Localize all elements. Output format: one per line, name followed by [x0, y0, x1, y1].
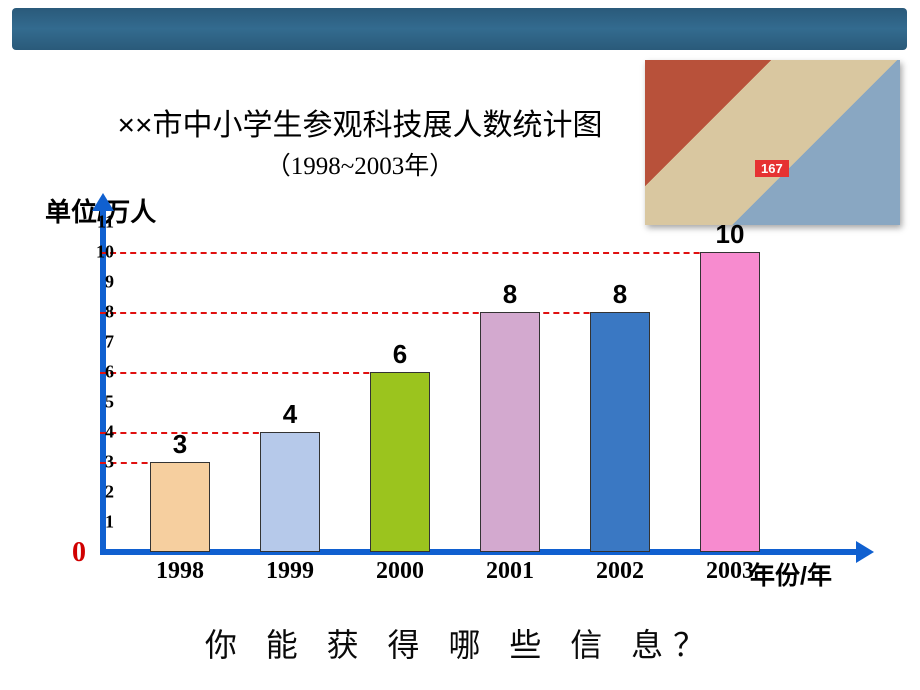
bar [480, 312, 540, 552]
x-axis-label: 年份/年 [750, 556, 832, 592]
header-bar [12, 8, 907, 50]
bar [590, 312, 650, 552]
bar [370, 372, 430, 552]
grid-line [100, 312, 650, 314]
bar-value-label: 8 [590, 279, 650, 312]
y-tick: 1 [64, 512, 114, 533]
chart-subtitle: （1998~2003年） [80, 146, 640, 182]
y-tick: 9 [64, 272, 114, 293]
plot-area: 3468810 0 [100, 222, 840, 552]
bar-value-label: 8 [480, 279, 540, 312]
y-tick: 10 [64, 242, 114, 263]
y-tick: 3 [64, 452, 114, 473]
chart-title-block: ××市中小学生参观科技展人数统计图 （1998~2003年） [80, 100, 640, 182]
x-category-label: 2001 [460, 558, 560, 585]
y-tick: 6 [64, 362, 114, 383]
question-text: 你 能 获 得 哪 些 信 息？ [0, 620, 920, 666]
x-category-label: 1999 [240, 558, 340, 585]
bar [260, 432, 320, 552]
bar-value-label: 10 [700, 219, 760, 252]
y-tick: 2 [64, 482, 114, 503]
bar-value-label: 3 [150, 429, 210, 462]
y-tick: 11 [64, 212, 114, 233]
bar-value-label: 4 [260, 399, 320, 432]
x-category-label: 2000 [350, 558, 450, 585]
corner-photo [645, 60, 900, 225]
y-tick: 5 [64, 392, 114, 413]
y-tick: 4 [64, 422, 114, 443]
bar [150, 462, 210, 552]
x-category-label: 2002 [570, 558, 670, 585]
bar [700, 252, 760, 552]
chart-title: ××市中小学生参观科技展人数统计图 [80, 100, 640, 144]
bar-chart: 3468810 0 1234567891011 1998199920002001… [90, 222, 860, 582]
x-category-label: 1998 [130, 558, 230, 585]
origin-label: 0 [72, 537, 86, 569]
y-tick: 8 [64, 302, 114, 323]
grid-line [100, 252, 760, 254]
y-tick: 7 [64, 332, 114, 353]
bar-value-label: 6 [370, 339, 430, 372]
